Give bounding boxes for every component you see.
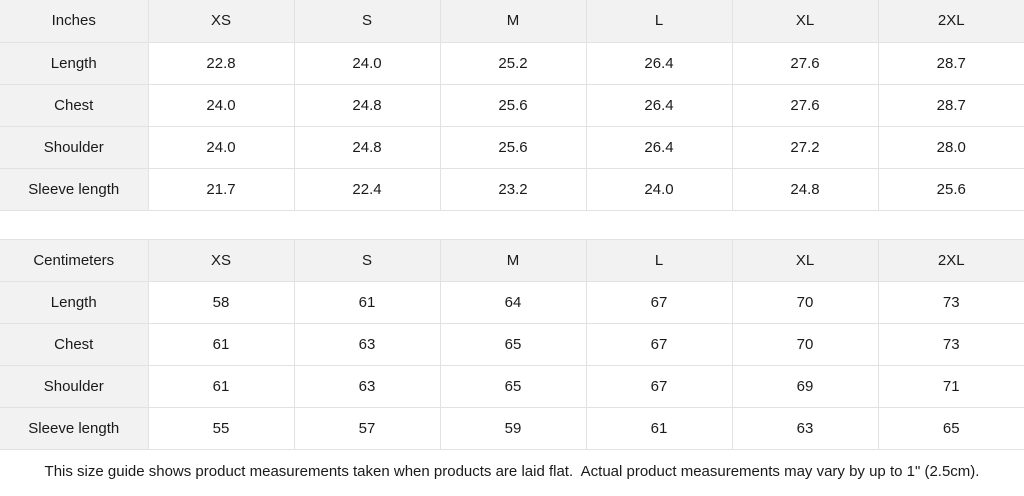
unit-header-cell: Centimeters <box>0 239 149 281</box>
header-row: Centimeters XS S M L XL 2XL <box>0 239 1024 281</box>
measurement-cell: 23.2 <box>440 168 587 210</box>
measurement-cell: 24.0 <box>148 84 295 126</box>
measurement-cell: 25.6 <box>440 84 587 126</box>
row-label-cell: Length <box>0 281 149 323</box>
size-column-header: XS <box>148 239 295 281</box>
measurement-cell: 61 <box>586 407 733 449</box>
measurement-cell: 67 <box>586 365 733 407</box>
size-column-header: XL <box>732 0 879 42</box>
table-row: Shoulder 24.0 24.8 25.6 26.4 27.2 28.0 <box>0 126 1024 168</box>
measurement-cell: 25.2 <box>440 42 587 84</box>
table-row: Length 58 61 64 67 70 73 <box>0 281 1024 323</box>
table-row: Length 22.8 24.0 25.2 26.4 27.6 28.7 <box>0 42 1024 84</box>
size-column-header: S <box>294 239 441 281</box>
measurement-cell: 64 <box>440 281 587 323</box>
measurement-cell: 26.4 <box>586 126 733 168</box>
measurement-cell: 24.0 <box>586 168 733 210</box>
size-column-header: 2XL <box>878 239 1024 281</box>
measurement-cell: 67 <box>586 323 733 365</box>
measurement-cell: 22.8 <box>148 42 295 84</box>
measurement-cell: 24.8 <box>294 126 441 168</box>
measurement-cell: 24.0 <box>294 42 441 84</box>
measurement-cell: 21.7 <box>148 168 295 210</box>
measurement-cell: 26.4 <box>586 42 733 84</box>
measurement-cell: 67 <box>586 281 733 323</box>
table-row: Sleeve length 55 57 59 61 63 65 <box>0 407 1024 449</box>
measurement-cell: 63 <box>294 365 441 407</box>
size-column-header: L <box>586 0 733 42</box>
measurement-cell: 61 <box>294 281 441 323</box>
size-column-header: M <box>440 239 587 281</box>
row-label-cell: Sleeve length <box>0 407 149 449</box>
measurement-cell: 61 <box>148 365 295 407</box>
header-row: Inches XS S M L XL 2XL <box>0 0 1024 42</box>
measurement-cell: 65 <box>440 365 587 407</box>
measurement-cell: 70 <box>732 281 879 323</box>
measurement-cell: 27.6 <box>732 42 879 84</box>
measurement-cell: 24.0 <box>148 126 295 168</box>
size-column-header: XS <box>148 0 295 42</box>
table-row: Shoulder 61 63 65 67 69 71 <box>0 365 1024 407</box>
size-table-centimeters: Centimeters XS S M L XL 2XL Length 58 61 64 67 70 73 C… <box>0 238 1024 450</box>
row-label-cell: Shoulder <box>0 365 149 407</box>
row-label-cell: Chest <box>0 323 149 365</box>
measurement-cell: 27.6 <box>732 84 879 126</box>
size-column-header: XL <box>732 239 879 281</box>
measurement-cell: 24.8 <box>732 168 879 210</box>
row-label-cell: Length <box>0 42 149 84</box>
size-table-inches: Inches XS S M L XL 2XL Length 22.8 24.0 25.2 26.4 27… <box>0 0 1024 211</box>
measurement-cell: 65 <box>878 407 1024 449</box>
row-label-cell: Chest <box>0 84 149 126</box>
measurement-cell: 25.6 <box>878 168 1024 210</box>
measurement-cell: 63 <box>732 407 879 449</box>
measurement-cell: 28.7 <box>878 84 1024 126</box>
row-label-cell: Shoulder <box>0 126 149 168</box>
measurement-cell: 63 <box>294 323 441 365</box>
measurement-cell: 55 <box>148 407 295 449</box>
measurement-cell: 57 <box>294 407 441 449</box>
measurement-cell: 26.4 <box>586 84 733 126</box>
measurement-cell: 27.2 <box>732 126 879 168</box>
size-column-header: 2XL <box>878 0 1024 42</box>
size-column-header: L <box>586 239 733 281</box>
size-column-header: M <box>440 0 587 42</box>
measurement-cell: 61 <box>148 323 295 365</box>
measurement-cell: 24.8 <box>294 84 441 126</box>
measurement-cell: 65 <box>440 323 587 365</box>
measurement-cell: 28.7 <box>878 42 1024 84</box>
measurement-cell: 73 <box>878 281 1024 323</box>
measurement-cell: 25.6 <box>440 126 587 168</box>
table-row: Sleeve length 21.7 22.4 23.2 24.0 24.8 25.6 <box>0 168 1024 210</box>
measurement-cell: 22.4 <box>294 168 441 210</box>
table-gap <box>0 210 1024 239</box>
size-column-header: S <box>294 0 441 42</box>
measurement-cell: 73 <box>878 323 1024 365</box>
measurement-cell: 71 <box>878 365 1024 407</box>
unit-header-cell: Inches <box>0 0 149 42</box>
measurement-cell: 58 <box>148 281 295 323</box>
table-row: Chest 24.0 24.8 25.6 26.4 27.6 28.7 <box>0 84 1024 126</box>
row-label-cell: Sleeve length <box>0 168 149 210</box>
measurement-cell: 70 <box>732 323 879 365</box>
table-row: Chest 61 63 65 67 70 73 <box>0 323 1024 365</box>
size-guide-footnote: This size guide shows product measuremen… <box>0 449 1024 493</box>
measurement-cell: 59 <box>440 407 587 449</box>
measurement-cell: 69 <box>732 365 879 407</box>
measurement-cell: 28.0 <box>878 126 1024 168</box>
